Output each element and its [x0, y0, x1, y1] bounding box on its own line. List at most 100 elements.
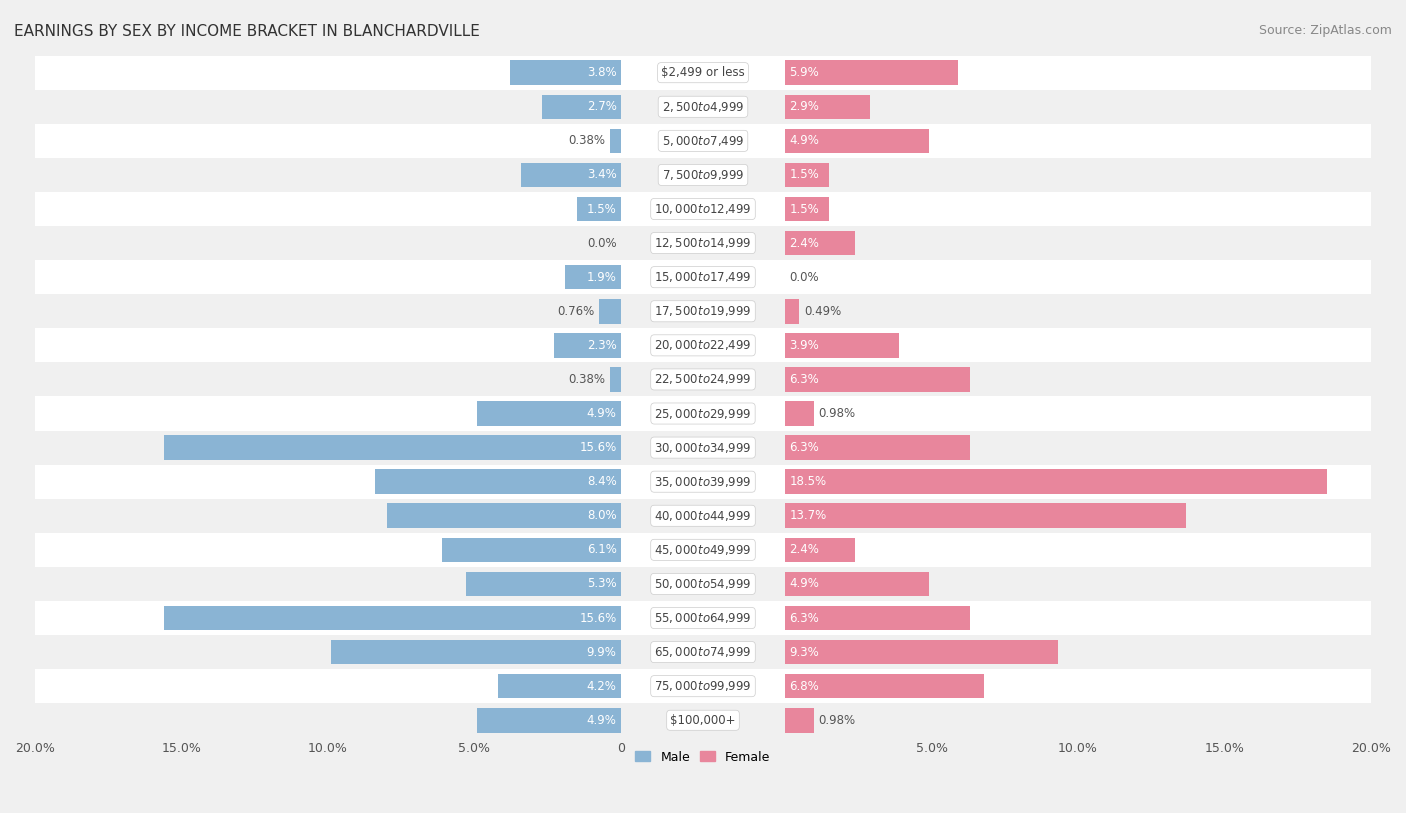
Text: 4.9%: 4.9%	[586, 407, 617, 420]
Bar	[165, 435, 621, 460]
Bar	[478, 708, 621, 733]
Bar	[35, 533, 1371, 567]
Text: 3.8%: 3.8%	[586, 66, 617, 79]
Text: 0.98%: 0.98%	[818, 407, 855, 420]
Text: 13.7%: 13.7%	[789, 509, 827, 522]
Text: 1.9%: 1.9%	[586, 271, 617, 284]
Bar	[387, 503, 621, 528]
Bar	[35, 294, 1371, 328]
Text: 0.0%: 0.0%	[586, 237, 617, 250]
Bar	[785, 367, 970, 392]
Text: 15.6%: 15.6%	[579, 611, 617, 624]
Bar	[35, 363, 1371, 397]
Text: $40,000 to $44,999: $40,000 to $44,999	[654, 509, 752, 523]
Text: $2,499 or less: $2,499 or less	[661, 66, 745, 79]
Text: $35,000 to $39,999: $35,000 to $39,999	[654, 475, 752, 489]
Text: 8.4%: 8.4%	[586, 475, 617, 488]
Bar	[35, 465, 1371, 498]
Bar	[35, 226, 1371, 260]
Text: 6.3%: 6.3%	[789, 373, 820, 386]
Bar	[785, 333, 900, 358]
Text: $25,000 to $29,999: $25,000 to $29,999	[654, 406, 752, 420]
Text: $45,000 to $49,999: $45,000 to $49,999	[654, 543, 752, 557]
Text: $5,000 to $7,499: $5,000 to $7,499	[662, 134, 744, 148]
Text: 0.38%: 0.38%	[568, 134, 606, 147]
Bar	[576, 197, 621, 221]
Text: $7,500 to $9,999: $7,500 to $9,999	[662, 168, 744, 182]
Bar	[785, 402, 814, 426]
Bar	[785, 606, 970, 630]
Text: 3.9%: 3.9%	[789, 339, 820, 352]
Text: 0.0%: 0.0%	[789, 271, 820, 284]
Bar	[35, 601, 1371, 635]
Bar	[35, 567, 1371, 601]
Text: 2.3%: 2.3%	[586, 339, 617, 352]
Text: 8.0%: 8.0%	[586, 509, 617, 522]
Bar	[785, 60, 957, 85]
Text: $17,500 to $19,999: $17,500 to $19,999	[654, 304, 752, 318]
Text: 2.7%: 2.7%	[586, 100, 617, 113]
Legend: Male, Female: Male, Female	[630, 746, 776, 768]
Bar	[785, 708, 814, 733]
Text: 1.5%: 1.5%	[789, 168, 820, 181]
Text: 0.76%: 0.76%	[557, 305, 595, 318]
Bar	[785, 128, 928, 153]
Text: 4.9%: 4.9%	[789, 577, 820, 590]
Text: 2.4%: 2.4%	[789, 543, 820, 556]
Bar	[785, 674, 984, 698]
Bar	[785, 94, 870, 119]
Bar	[509, 60, 621, 85]
Text: $75,000 to $99,999: $75,000 to $99,999	[654, 679, 752, 693]
Bar	[35, 703, 1371, 737]
Bar	[375, 469, 621, 494]
Bar	[35, 89, 1371, 124]
Bar	[554, 333, 621, 358]
Text: 18.5%: 18.5%	[789, 475, 827, 488]
Bar	[565, 265, 621, 289]
Text: 15.6%: 15.6%	[579, 441, 617, 454]
Bar	[35, 158, 1371, 192]
Bar	[35, 260, 1371, 294]
Bar	[785, 503, 1187, 528]
Bar	[35, 431, 1371, 465]
Text: 9.3%: 9.3%	[789, 646, 820, 659]
Bar	[478, 402, 621, 426]
Text: Source: ZipAtlas.com: Source: ZipAtlas.com	[1258, 24, 1392, 37]
Bar	[35, 328, 1371, 363]
Bar	[35, 635, 1371, 669]
Bar	[785, 435, 970, 460]
Bar	[35, 192, 1371, 226]
Bar	[785, 469, 1327, 494]
Bar	[785, 299, 800, 324]
Bar	[599, 299, 621, 324]
Bar	[465, 572, 621, 596]
Text: $22,500 to $24,999: $22,500 to $24,999	[654, 372, 752, 386]
Text: 6.8%: 6.8%	[789, 680, 820, 693]
Bar	[610, 128, 621, 153]
Bar	[785, 572, 928, 596]
Text: $50,000 to $54,999: $50,000 to $54,999	[654, 577, 752, 591]
Bar	[35, 124, 1371, 158]
Text: $55,000 to $64,999: $55,000 to $64,999	[654, 611, 752, 625]
Bar	[35, 669, 1371, 703]
Bar	[785, 537, 855, 562]
Bar	[785, 163, 830, 187]
Text: 5.3%: 5.3%	[586, 577, 617, 590]
Text: $2,500 to $4,999: $2,500 to $4,999	[662, 100, 744, 114]
Text: 1.5%: 1.5%	[789, 202, 820, 215]
Bar	[35, 397, 1371, 431]
Text: 4.2%: 4.2%	[586, 680, 617, 693]
Bar	[35, 498, 1371, 533]
Text: 4.9%: 4.9%	[789, 134, 820, 147]
Bar	[165, 606, 621, 630]
Bar	[610, 367, 621, 392]
Text: 0.49%: 0.49%	[804, 305, 841, 318]
Bar	[443, 537, 621, 562]
Bar	[785, 231, 855, 255]
Text: 0.38%: 0.38%	[568, 373, 606, 386]
Text: 0.98%: 0.98%	[818, 714, 855, 727]
Text: 1.5%: 1.5%	[586, 202, 617, 215]
Text: 6.3%: 6.3%	[789, 441, 820, 454]
Bar	[785, 640, 1057, 664]
Bar	[522, 163, 621, 187]
